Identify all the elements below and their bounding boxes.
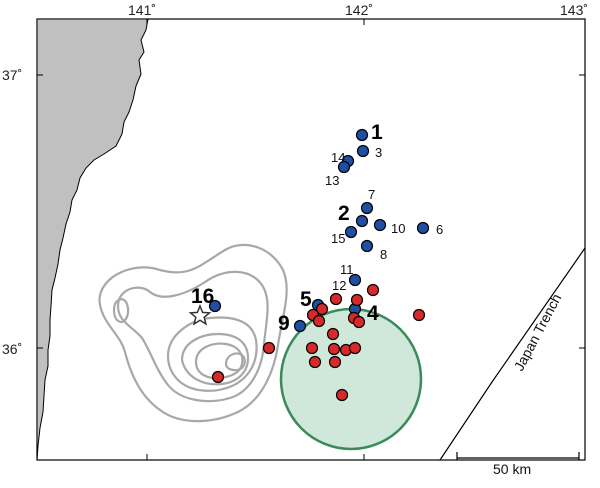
contour-5 — [194, 342, 244, 380]
blue-events — [208, 128, 430, 333]
event-label-14: 14 — [331, 150, 345, 165]
contour-2 — [116, 270, 269, 403]
blue-event — [360, 201, 374, 215]
lat-tick-37: 37˚ — [2, 67, 22, 83]
event-label-11: 11 — [340, 262, 354, 277]
event-label-16: 16 — [191, 285, 214, 308]
blue-event — [293, 319, 307, 333]
blue-event — [355, 214, 369, 228]
blue-event — [348, 273, 362, 287]
land-coastline — [36, 18, 149, 461]
red-event — [348, 341, 362, 355]
event-label-12: 12 — [332, 278, 346, 293]
red-event — [308, 355, 322, 369]
blue-event — [373, 218, 387, 232]
event-label-15: 15 — [331, 231, 345, 246]
red-event — [305, 341, 319, 355]
blue-event — [344, 225, 358, 239]
tick-marks — [37, 19, 585, 460]
red-event — [366, 283, 380, 297]
lon-tick-142: 142˚ — [345, 2, 373, 18]
red-event — [335, 388, 349, 402]
blue-event — [360, 239, 374, 253]
red-event — [328, 355, 342, 369]
event-label-7: 7 — [368, 187, 375, 202]
lon-tick-141: 141˚ — [128, 2, 156, 18]
blue-event — [208, 299, 222, 313]
lon-tick-143: 143˚ — [560, 2, 588, 18]
scale-bar-label: 50 km — [493, 461, 531, 477]
event-label-9: 9 — [278, 312, 290, 335]
blue-event — [356, 144, 370, 158]
event-label-3: 3 — [375, 145, 382, 160]
red-event — [312, 314, 326, 328]
red-event — [350, 293, 364, 307]
lat-tick-36: 36˚ — [2, 341, 22, 357]
blue-event — [355, 128, 369, 142]
contour-1 — [98, 243, 288, 423]
red-event — [315, 302, 329, 316]
event-label-5: 5 — [300, 288, 312, 311]
event-label-4: 4 — [367, 302, 379, 325]
scale-bar — [456, 452, 580, 460]
red-event — [329, 292, 343, 306]
red-event — [262, 341, 276, 355]
contour-4 — [180, 332, 250, 386]
blue-event — [337, 160, 351, 174]
japan-trench-line — [439, 247, 586, 461]
epicenter-star-icon — [188, 304, 212, 326]
event-label-1: 1 — [371, 121, 383, 144]
red-event — [352, 315, 366, 329]
event-label-10: 10 — [391, 221, 405, 236]
contour-7 — [112, 298, 130, 324]
contour-6 — [224, 352, 246, 372]
event-label-6: 6 — [436, 222, 443, 237]
red-event — [327, 342, 341, 356]
red-event — [211, 370, 225, 384]
blue-event — [416, 221, 430, 235]
red-event — [326, 327, 340, 341]
red-events — [211, 283, 426, 402]
event-label-13: 13 — [325, 173, 339, 188]
event-label-2: 2 — [338, 202, 350, 225]
event-label-8: 8 — [380, 247, 387, 262]
red-event — [412, 308, 426, 322]
